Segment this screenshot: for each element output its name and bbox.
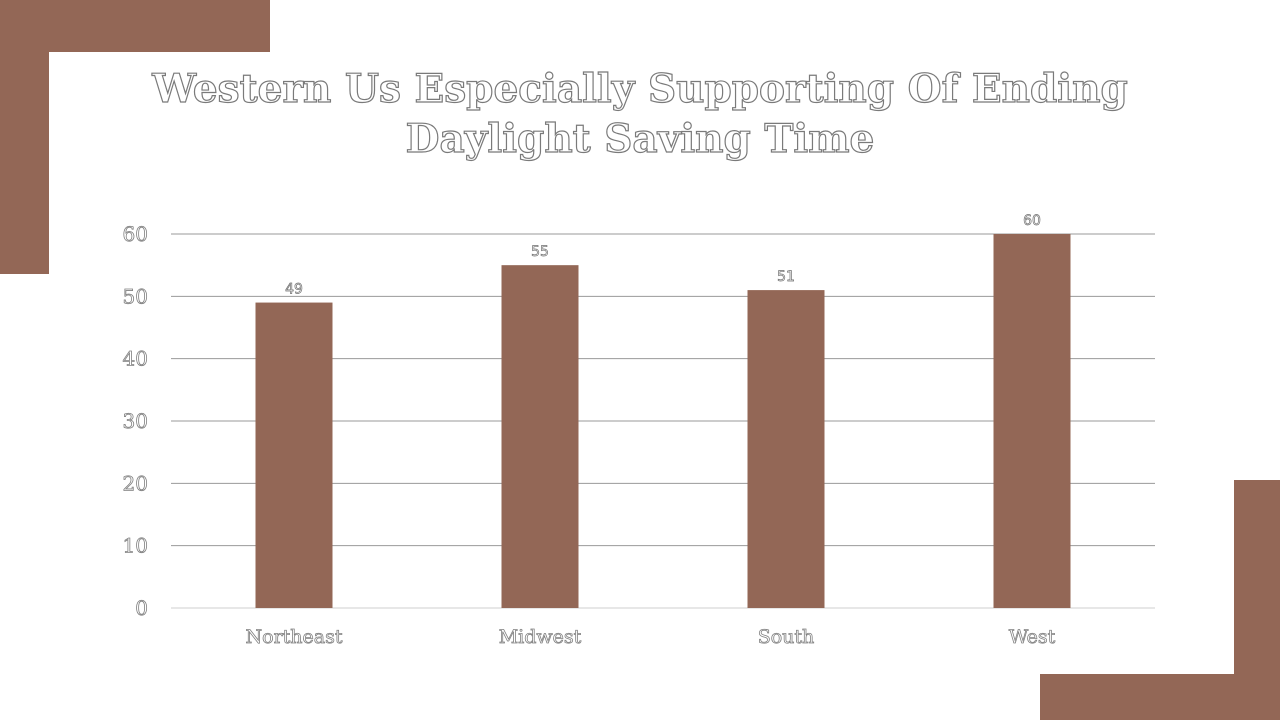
y-tick-label: 20: [123, 471, 148, 495]
y-tick-label: 0: [135, 596, 148, 620]
chart-title: Western Us Especially Supporting Of Endi…: [140, 64, 1140, 164]
data-label: 51: [777, 269, 795, 285]
bar: [747, 290, 825, 608]
data-label: 55: [531, 244, 549, 260]
bar: [255, 302, 333, 608]
x-tick-label: Northeast: [246, 626, 343, 648]
corner-decoration-bottom-right-bar: [1040, 674, 1280, 720]
y-tick-label: 60: [123, 222, 148, 246]
x-tick-label: West: [1009, 626, 1056, 648]
chart-title-line-2: Daylight Saving Time: [405, 115, 875, 162]
data-label: 60: [1023, 213, 1041, 229]
x-tick-label: South: [758, 626, 815, 648]
x-tick-label: Midwest: [499, 626, 582, 648]
y-tick-label: 30: [123, 409, 148, 433]
bar: [501, 265, 579, 608]
y-tick-label: 40: [123, 347, 148, 371]
y-tick-label: 10: [123, 534, 148, 558]
chart-title-line-1: Western Us Especially Supporting Of Endi…: [152, 65, 1129, 112]
bar: [993, 234, 1071, 608]
y-tick-label: 50: [123, 284, 148, 308]
corner-decoration-top-left-post: [0, 0, 49, 274]
data-label: 49: [285, 282, 303, 298]
